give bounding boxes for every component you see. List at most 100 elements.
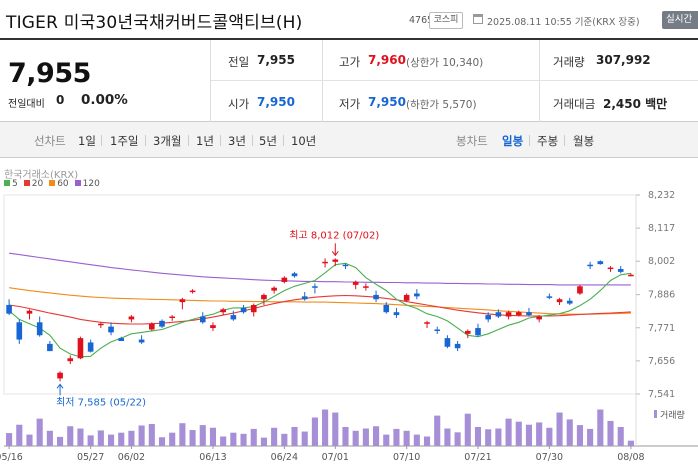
- volume-bar: [138, 425, 145, 446]
- candle-body: [607, 267, 614, 270]
- volume-bar: [474, 427, 482, 446]
- candle-body: [118, 338, 125, 342]
- tab-3-years[interactable]: 3년: [228, 134, 246, 148]
- change-rate: 0.00%: [81, 92, 128, 108]
- candle-body: [67, 358, 74, 362]
- x-tick-label: 08/08: [617, 452, 644, 463]
- y-tick-label: 8,117: [648, 223, 675, 234]
- chart-period-tabs: 선차트 1일 1주일 3개월 1년 3년 5년 10년 봉차트 일봉 주봉 월봉: [0, 122, 698, 158]
- volume-bar: [148, 423, 155, 446]
- chart-source-label: 한국거래소(KRX): [4, 170, 79, 181]
- x-tick-label: 07/21: [464, 452, 491, 463]
- volume-bar: [311, 417, 318, 446]
- tab-3-months[interactable]: 3개월: [153, 134, 182, 148]
- y-tick-label: 7,541: [648, 389, 675, 400]
- candle-body: [128, 316, 135, 320]
- y-tick-label: 7,771: [648, 323, 675, 334]
- candlestick-chart[interactable]: 8,232 8,117 8,002 7,886 7,771 7,656 7,541 거래량 05…: [0, 188, 698, 470]
- candle-body: [189, 290, 196, 293]
- candle-body: [373, 294, 379, 300]
- open-label: 시가: [228, 97, 250, 111]
- candle-body: [617, 269, 624, 272]
- low-value: 7,950: [368, 95, 406, 109]
- candle-body: [363, 286, 369, 288]
- tab-daily-candle[interactable]: 일봉: [502, 134, 524, 148]
- volume-bar: [189, 430, 196, 446]
- tab-5-years[interactable]: 5년: [259, 134, 277, 148]
- candle-body: [179, 299, 186, 303]
- candle-body: [271, 287, 277, 291]
- ma-legend-swatch: [4, 180, 10, 186]
- candle-body: [587, 264, 593, 267]
- divider: [322, 40, 323, 122]
- candle-body: [515, 312, 522, 316]
- high-annotation-arrowhead: [331, 251, 339, 257]
- candle-body: [149, 323, 155, 330]
- ma-legend-item[interactable]: 20: [23, 179, 44, 189]
- price-summary-panel: 7,955 전일대비 0 0.00% 전일 7,955 고가 7,960 (상한…: [0, 40, 698, 122]
- tab-monthly-candle[interactable]: 월봉: [573, 134, 595, 148]
- candle-body: [536, 316, 542, 320]
- candle-body: [26, 310, 33, 314]
- candle-body: [352, 281, 359, 285]
- volume-bar: [291, 427, 298, 446]
- candle-body: [57, 372, 63, 379]
- ma-legend-item[interactable]: 120: [74, 179, 100, 189]
- volume-bar: [373, 426, 380, 446]
- volume-bar: [454, 432, 461, 446]
- ma60-line: [9, 287, 631, 315]
- current-price: 7,955: [8, 58, 91, 89]
- divider: [211, 80, 698, 81]
- volume-bar: [403, 430, 410, 446]
- volume-bar: [515, 421, 522, 446]
- candle-body: [332, 259, 339, 262]
- volume-bar: [67, 426, 74, 446]
- volume-bar: [536, 422, 543, 446]
- tab-1-year[interactable]: 1년: [196, 134, 214, 148]
- change-value: 0: [56, 93, 65, 107]
- volume-bar: [169, 432, 176, 446]
- ma-legend-swatch: [74, 180, 81, 186]
- x-tick-label: 06/24: [271, 452, 298, 463]
- volume-bar: [495, 428, 502, 446]
- volume-bar: [566, 419, 573, 446]
- tab-1-week[interactable]: 1주일: [110, 134, 139, 148]
- ma-legend-item[interactable]: 60: [49, 179, 69, 189]
- y-tick-label: 8,232: [648, 190, 675, 201]
- volume-bar: [26, 434, 33, 446]
- x-tick-label: 06/02: [118, 452, 145, 463]
- candle-body: [291, 273, 298, 277]
- volume-legend-swatch: [654, 410, 657, 418]
- y-tick-label: 7,886: [648, 290, 675, 301]
- stock-code: 476550: [409, 15, 446, 26]
- change-label: 전일대비: [8, 99, 45, 110]
- volume-bar: [209, 427, 217, 446]
- candle-body: [98, 323, 104, 326]
- ma-legend-label: 20: [31, 179, 44, 189]
- candle-body: [87, 342, 94, 352]
- x-tick-label: 07/01: [322, 452, 349, 463]
- x-tick-label: 05/16: [0, 452, 23, 463]
- low-annotation-arrowhead: [56, 383, 64, 389]
- tab-1-day[interactable]: 1일: [78, 134, 96, 148]
- tab-10-years[interactable]: 10년: [291, 134, 317, 148]
- volume-bar: [36, 418, 43, 446]
- realtime-button[interactable]: 실시간: [662, 11, 698, 29]
- tab-weekly-candle[interactable]: 주봉: [537, 134, 559, 148]
- volume-bar: [587, 428, 594, 446]
- tab-separator: [220, 135, 221, 146]
- candle-body: [210, 325, 216, 329]
- volume-bar: [301, 431, 308, 446]
- volume-bar: [485, 429, 492, 446]
- ma-legend-label: 5: [12, 179, 18, 189]
- ma-legend-item[interactable]: 5: [4, 179, 18, 189]
- volume-bar: [505, 418, 512, 446]
- volume-label: 거래량: [553, 55, 585, 69]
- low-label: 저가: [339, 97, 361, 111]
- ma-legend-label: 60: [57, 179, 69, 189]
- volume-bar: [332, 412, 339, 446]
- candle-body: [342, 264, 349, 267]
- header-bar: TIGER 미국30년국채커버드콜액티브(H) 476550 코스피 2025.…: [0, 0, 698, 40]
- candle-body: [495, 312, 502, 317]
- tab-separator: [101, 135, 102, 146]
